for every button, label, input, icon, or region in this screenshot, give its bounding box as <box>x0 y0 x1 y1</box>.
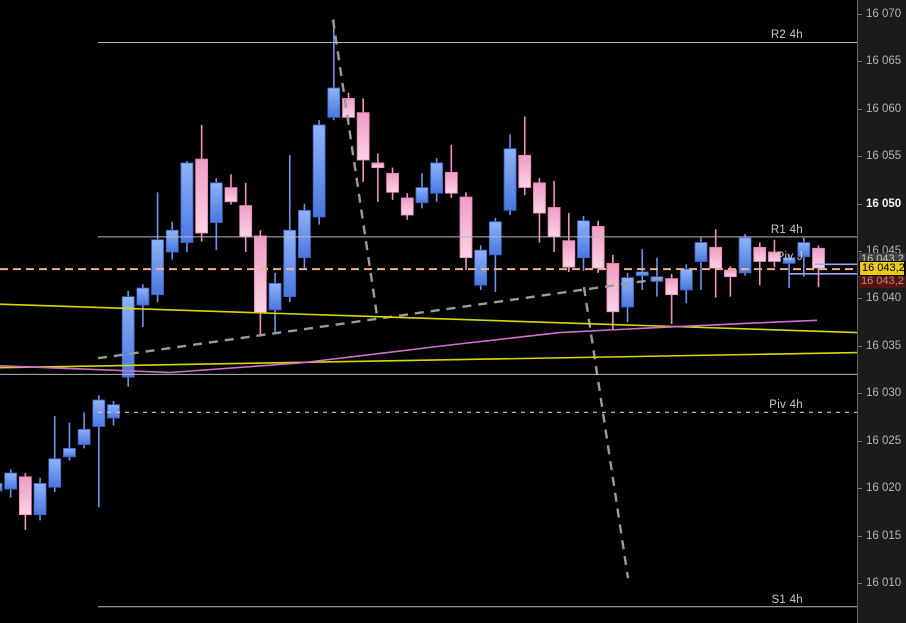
axis-tick-mark <box>858 441 862 442</box>
axis-tick-label: 16 050 <box>866 198 902 210</box>
candlestick-plot[interactable] <box>0 0 857 623</box>
last-price-tag: 16 043,2 <box>859 261 905 276</box>
axis-tick-mark <box>858 536 862 537</box>
axis-tick-label: 16 025 <box>866 435 902 447</box>
axis-tick-mark <box>858 583 862 584</box>
axis-tick-label: 16 010 <box>866 577 902 589</box>
pivot-levels <box>0 41 857 608</box>
axis-tick-mark <box>858 109 862 110</box>
axis-tick-label: 16 035 <box>866 340 902 352</box>
axis-tick-label: 16 015 <box>866 530 902 542</box>
axis-tick-mark <box>858 156 862 157</box>
axis-tick-label: 16 040 <box>866 292 902 304</box>
axis-tick-mark <box>858 298 862 299</box>
zigzag-indicator <box>97 19 663 579</box>
order-lines <box>790 263 857 275</box>
price-axis[interactable]: 16 070 16 065 16 060 16 055 16 050 16 045 16 0… <box>857 0 906 623</box>
axis-tick-mark <box>858 393 862 394</box>
moving-averages <box>0 303 857 374</box>
axis-tick-mark <box>858 14 862 15</box>
axis-tick-label: 16 065 <box>866 55 902 67</box>
axis-tick-mark <box>858 488 862 489</box>
axis-tick-label: 16 055 <box>866 150 902 162</box>
axis-tick-label: 16 060 <box>866 103 902 115</box>
candles-layer <box>0 19 825 530</box>
axis-tick-label: 16 020 <box>866 482 902 494</box>
axis-tick-label: 16 030 <box>866 387 902 399</box>
axis-tick-label: 16 070 <box>866 8 902 20</box>
axis-tick-mark <box>858 251 862 252</box>
axis-tick-mark <box>858 346 862 347</box>
axis-tick-mark <box>858 204 862 205</box>
axis-tick-mark <box>858 61 862 62</box>
bid-price-tag: 16 043,2 <box>859 275 905 288</box>
